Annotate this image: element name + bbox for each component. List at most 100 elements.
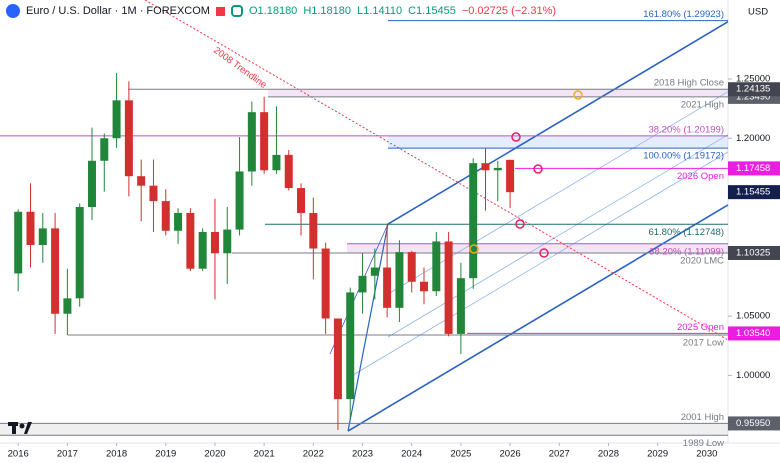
candle-body xyxy=(149,185,158,202)
candle-body xyxy=(112,100,121,139)
x-tick-label: 2028 xyxy=(598,449,619,460)
ohlc-close: C1.15455 xyxy=(408,5,456,17)
candle-body xyxy=(432,241,441,292)
candle-body xyxy=(75,207,84,299)
level-label: 100.00% (1.19172) xyxy=(643,151,724,162)
candle-body xyxy=(124,100,133,177)
candle-body xyxy=(297,188,306,213)
x-tick-label: 2025 xyxy=(450,449,471,460)
candle-body xyxy=(198,231,207,269)
x-tick-label: 2026 xyxy=(500,449,521,460)
candle-body xyxy=(444,241,453,334)
candle-body xyxy=(87,160,96,208)
marker xyxy=(573,90,583,100)
level-label: 2017 Low xyxy=(683,337,724,348)
candle-body xyxy=(346,292,355,400)
candle-body xyxy=(14,211,23,274)
candle-body xyxy=(395,252,404,308)
level-label: 161.80% (1.29923) xyxy=(643,9,724,20)
level-label: 61.80% (1.12748) xyxy=(648,227,724,238)
trend-line xyxy=(144,0,729,341)
marker xyxy=(511,132,521,142)
x-tick-label: 2030 xyxy=(696,449,717,460)
candle-body xyxy=(493,167,502,171)
level-label: 2001 High xyxy=(681,412,724,423)
candle-body xyxy=(309,212,318,249)
x-tick-label: 2020 xyxy=(204,449,225,460)
x-tick-label: 2021 xyxy=(254,449,275,460)
candle-body xyxy=(137,176,146,186)
x-tick-label: 2016 xyxy=(8,449,29,460)
marker xyxy=(469,244,479,254)
candle-body xyxy=(100,138,109,161)
x-tick-label: 2018 xyxy=(106,449,127,460)
x-tick-label: 2029 xyxy=(647,449,668,460)
pitchfork-line xyxy=(347,204,729,432)
status-dot xyxy=(230,5,243,17)
price-label-box xyxy=(728,161,780,176)
ohlc-open: O1.18180 xyxy=(248,5,298,17)
candle-body xyxy=(456,278,465,334)
x-tick-label: 2027 xyxy=(549,449,570,460)
y-tick-label: 1.20000 xyxy=(736,133,770,144)
marker xyxy=(539,248,549,258)
marker xyxy=(515,219,525,229)
candle-body xyxy=(210,231,219,254)
x-tick-label: 2024 xyxy=(401,449,422,460)
marker xyxy=(533,164,543,174)
price-axis xyxy=(728,0,780,463)
x-tick-label: 2019 xyxy=(155,449,176,460)
price-label-box xyxy=(728,326,780,341)
candle-body xyxy=(358,275,367,293)
candle-body xyxy=(506,159,515,193)
price-label: 1.23490 xyxy=(736,91,770,102)
currency: USD xyxy=(748,7,768,18)
candle-body xyxy=(321,248,330,319)
price-label-box xyxy=(728,245,780,260)
level-label: 2018 High Close xyxy=(654,78,724,89)
x-tick-label: 2023 xyxy=(352,449,373,460)
candle-body xyxy=(370,267,379,276)
candle-body xyxy=(223,229,232,254)
candle-body xyxy=(420,281,429,292)
x-tick-label: 2022 xyxy=(303,449,324,460)
level-label: 2026 Open xyxy=(677,171,724,182)
y-tick-label: 1.05000 xyxy=(736,311,770,322)
y-tick-label: 1.25000 xyxy=(736,73,770,84)
price-label: 1.15455 xyxy=(736,187,770,198)
candle-body xyxy=(407,252,416,282)
price-label: 1.24135 xyxy=(736,84,770,95)
candle-body xyxy=(247,112,256,172)
candle-body xyxy=(469,163,478,279)
price-label-box xyxy=(728,185,780,200)
flag-icon[interactable] xyxy=(215,6,225,16)
candle-body xyxy=(186,212,195,269)
symbol-icon xyxy=(6,4,20,18)
symbol-title[interactable]: Euro / U.S. Dollar · 1M · FOREXCOM xyxy=(26,5,210,17)
candle-body xyxy=(51,228,60,314)
candle-body xyxy=(481,163,490,171)
level-label: 1989 Low xyxy=(683,438,724,449)
zone xyxy=(0,423,728,436)
zone xyxy=(268,89,728,97)
price-label-box xyxy=(728,416,780,431)
level-label: 38.20% (1.11099) xyxy=(649,246,724,257)
level-label: 2025 Open xyxy=(677,322,724,333)
x-tick-label: 2017 xyxy=(57,449,78,460)
ohlc-change: −0.02725 (−2.31%) xyxy=(461,5,557,17)
candle-body xyxy=(284,154,293,189)
level-label: 2021 High xyxy=(681,99,724,110)
pitchfork-line xyxy=(387,21,729,225)
level-label: 2020 LMC xyxy=(680,255,724,266)
level-label: 38.20% (1.20199) xyxy=(648,124,724,135)
trendline-label: 2008 Trendline xyxy=(211,45,268,91)
pitchfork-line xyxy=(347,151,729,379)
y-tick-label: 1.00000 xyxy=(736,370,770,381)
candle-body xyxy=(38,228,47,245)
candle-body xyxy=(333,318,342,400)
candle-body xyxy=(26,211,35,245)
candle-body xyxy=(235,171,244,230)
ohlc-low: L1.14110 xyxy=(357,5,403,17)
